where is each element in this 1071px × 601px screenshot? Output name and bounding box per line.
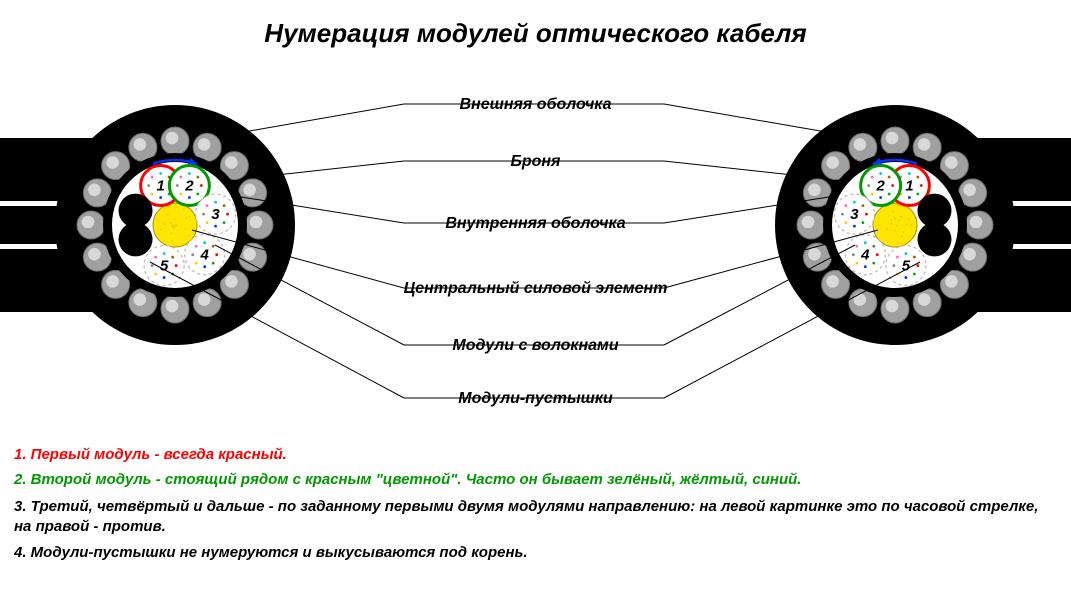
svg-text:4: 4 — [200, 247, 210, 264]
svg-text:1: 1 — [156, 178, 164, 195]
svg-text:5: 5 — [902, 258, 911, 275]
svg-text:2: 2 — [875, 178, 885, 195]
svg-text:5: 5 — [160, 258, 169, 275]
cable-diagram: 1234512345 — [0, 0, 1071, 601]
svg-text:2: 2 — [184, 178, 194, 195]
svg-text:3: 3 — [211, 206, 220, 223]
svg-text:3: 3 — [850, 206, 859, 223]
svg-text:1: 1 — [905, 178, 913, 195]
svg-text:4: 4 — [860, 247, 870, 264]
